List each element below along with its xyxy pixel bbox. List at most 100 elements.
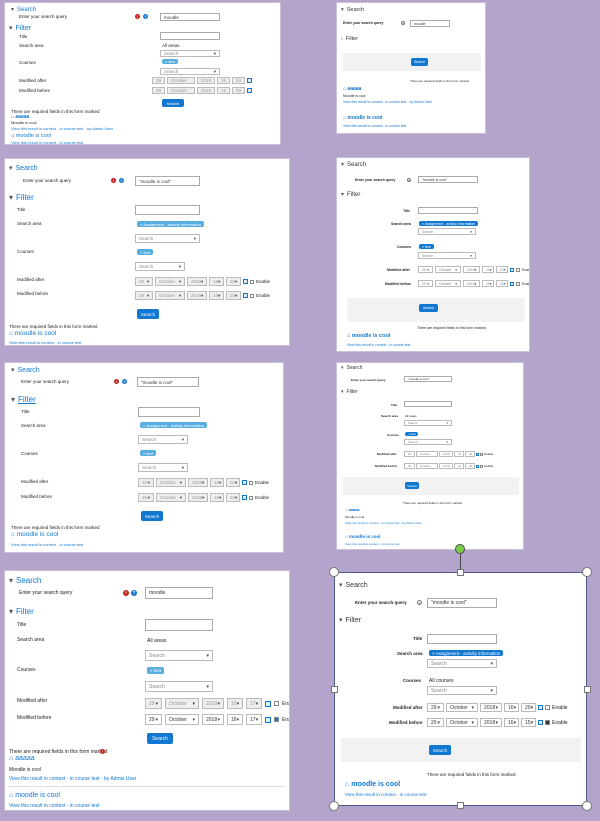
help-icon[interactable]: ? — [131, 590, 137, 596]
calendar-icon[interactable] — [510, 267, 514, 272]
result-link[interactable]: View this result in context - in course … — [11, 126, 113, 131]
day-select[interactable]: 29 ▾ — [418, 280, 433, 287]
calendar-icon[interactable] — [538, 705, 543, 710]
month-select[interactable]: October ▾ — [156, 493, 186, 502]
hour-select[interactable]: 16 ▾ — [210, 478, 224, 487]
search-section-header[interactable]: ▾ Search — [339, 581, 368, 590]
courses-select[interactable]: Search ▾ — [404, 439, 452, 445]
year-select[interactable]: 2018 ▾ — [188, 493, 208, 502]
year-select[interactable]: 2018 — [439, 451, 453, 457]
resize-handle-top[interactable] — [457, 569, 464, 576]
courses-select[interactable]: Search ▾ — [135, 262, 185, 271]
year-select[interactable]: 2018 ▾ — [187, 277, 207, 286]
minute-select[interactable]: 20 ▾ — [496, 266, 508, 273]
result-link[interactable]: View this result in context - in course … — [9, 776, 137, 782]
result-link[interactable]: View this result in context - in course … — [345, 542, 400, 546]
year-select[interactable]: 2018 ▾ — [202, 714, 224, 725]
resize-handle-top-left[interactable] — [329, 567, 339, 577]
help-icon[interactable]: ? — [401, 21, 405, 26]
month-select[interactable]: October ▾ — [155, 291, 185, 300]
title-input[interactable] — [145, 619, 213, 631]
course-tag[interactable]: × test — [140, 450, 156, 456]
day-select[interactable]: 29 — [152, 87, 165, 94]
minute-select[interactable]: 20 ▾ — [521, 703, 536, 712]
help-icon[interactable]: ? — [407, 178, 411, 183]
enable-checkbox[interactable] — [274, 701, 279, 706]
calendar-icon[interactable] — [476, 464, 479, 468]
minute-select[interactable]: 02 ▾ — [226, 277, 241, 286]
result-title-moodle-is-cool[interactable]: ⌂ moodle is cool — [11, 133, 52, 139]
query-input[interactable]: "moodle is cool" — [404, 376, 452, 382]
hour-select[interactable]: 16 ▾ — [504, 703, 519, 712]
month-select[interactable]: October — [167, 77, 195, 84]
calendar-icon[interactable] — [265, 700, 271, 707]
query-input[interactable]: moodle — [410, 20, 450, 27]
year-select[interactable]: 2018 ▾ — [202, 698, 224, 709]
calendar-icon[interactable] — [243, 293, 248, 298]
resize-handle-bottom-left[interactable] — [329, 801, 339, 811]
title-input[interactable] — [160, 32, 220, 40]
result-title-moodle-is-cool[interactable]: ⌂ moodle is cool — [345, 534, 381, 539]
minute-select[interactable]: 20 — [465, 463, 475, 469]
calendar-icon[interactable] — [538, 720, 543, 725]
enable-checkbox[interactable] — [249, 480, 253, 485]
courses-select[interactable]: Search ▾ — [427, 686, 497, 695]
title-input[interactable] — [418, 207, 478, 214]
search-area-select[interactable]: Search ▾ — [145, 650, 213, 661]
title-input[interactable] — [135, 205, 200, 215]
result-link[interactable]: View this result in context - in course … — [9, 803, 100, 809]
result-link[interactable]: View this result in context - in course … — [347, 343, 411, 347]
minute-select[interactable]: 20 ▾ — [496, 280, 508, 287]
month-select[interactable]: October ▾ — [155, 277, 185, 286]
resize-handle-top-right[interactable] — [582, 567, 592, 577]
search-button[interactable]: Search — [141, 511, 163, 521]
filter-section-header[interactable]: ▾ Filter — [341, 389, 358, 395]
month-select[interactable]: October — [416, 463, 438, 469]
courses-select[interactable]: Search ▾ — [145, 681, 213, 692]
minute-select[interactable]: 20 — [465, 451, 475, 457]
search-section-header[interactable]: ▾ Search — [341, 7, 365, 13]
result-link[interactable]: View this result in context - in course … — [345, 521, 422, 525]
day-select[interactable]: 29 ▾ — [138, 493, 154, 502]
year-select[interactable]: 2018 ▾ — [188, 478, 208, 487]
title-input[interactable] — [138, 407, 200, 417]
month-select[interactable]: October ▾ — [165, 698, 199, 709]
calendar-icon[interactable] — [476, 452, 479, 456]
help-icon[interactable]: ? — [417, 600, 422, 606]
calendar-icon[interactable] — [242, 480, 247, 485]
result-link[interactable]: View this result in context - in course … — [345, 792, 427, 797]
search-button[interactable]: Search — [405, 482, 419, 489]
enable-checkbox[interactable] — [274, 717, 279, 722]
hour-select[interactable]: 16 ▾ — [482, 280, 494, 287]
search-area-select[interactable]: Search ▾ — [404, 420, 452, 426]
calendar-icon[interactable] — [265, 716, 271, 723]
year-select[interactable]: 2018 — [197, 87, 215, 94]
result-title-moodle-is-cool[interactable]: ⌂ moodle is cool — [9, 792, 60, 799]
query-input[interactable]: moodle — [160, 13, 220, 21]
search-area-select[interactable]: Search ▾ — [160, 50, 220, 57]
year-select[interactable]: 2018 ▾ — [480, 718, 502, 727]
hour-select[interactable]: 16 ▾ — [227, 714, 243, 725]
result-title-aaaaa[interactable]: ⌂ aaaaa — [11, 114, 30, 120]
courses-select[interactable]: Search ▾ — [160, 68, 220, 75]
course-tag[interactable]: × test — [147, 667, 165, 674]
day-select[interactable]: 29 — [404, 463, 415, 469]
filter-section-header[interactable]: ▾ Filter — [341, 191, 361, 199]
result-link[interactable]: View this result in context - in course … — [343, 124, 407, 128]
area-tag[interactable]: × Assignment - activity information — [140, 422, 207, 428]
result-title-aaaaa[interactable]: ⌂ aaaaa — [9, 755, 35, 762]
course-tag[interactable]: × test — [405, 432, 419, 436]
search-button[interactable]: Search — [162, 99, 184, 107]
result-link[interactable]: View this result in context - in course … — [343, 100, 433, 104]
year-select[interactable]: 2018 ▾ — [187, 291, 207, 300]
courses-select[interactable]: Search ▾ — [418, 252, 476, 259]
hour-select[interactable]: 16 — [217, 87, 230, 94]
month-select[interactable]: October ▾ — [435, 280, 461, 287]
search-button[interactable]: Search — [137, 309, 159, 319]
enable-checkbox[interactable] — [480, 464, 483, 468]
result-title-moodle-is-cool[interactable]: ⌂ moodle is cool — [9, 330, 57, 337]
year-select[interactable]: 2018 — [197, 77, 215, 84]
title-input[interactable] — [404, 401, 452, 407]
query-input[interactable]: "moodle is cool" — [427, 598, 497, 608]
day-select[interactable]: 29 ▾ — [427, 718, 444, 727]
